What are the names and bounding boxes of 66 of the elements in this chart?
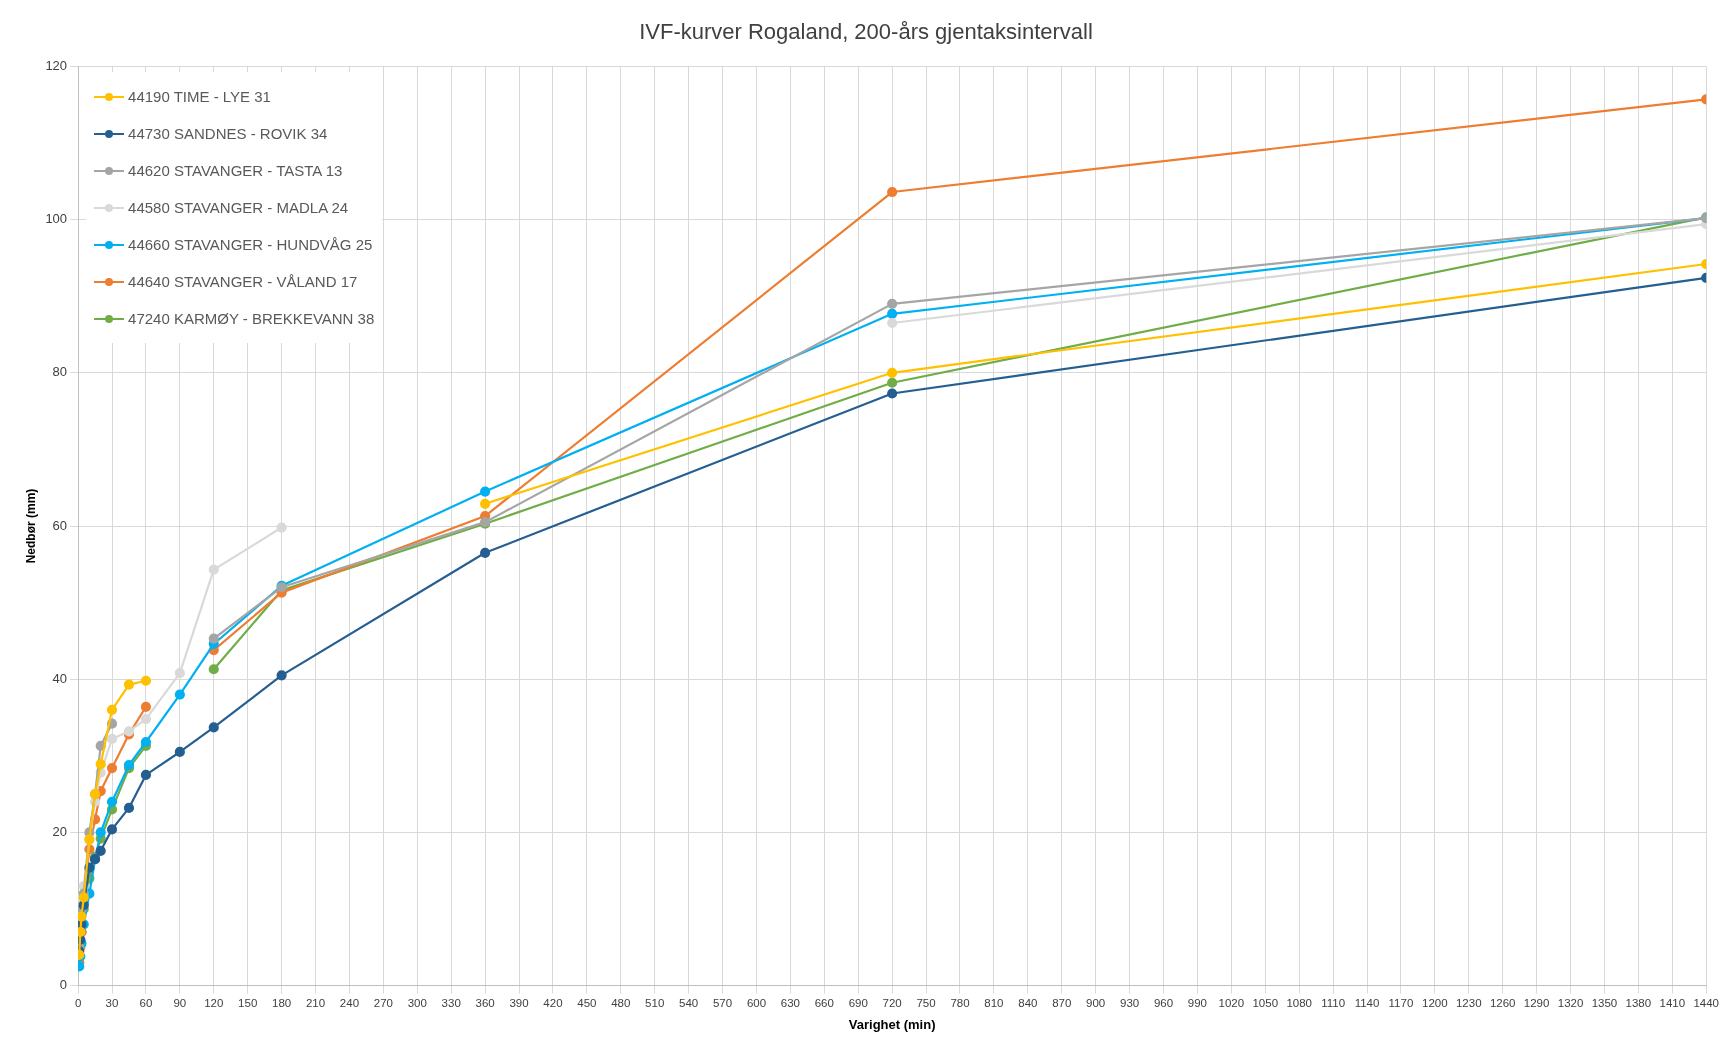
x-tick-label: 390 [509,996,529,1009]
x-tick-label: 1440 [1693,996,1720,1009]
x-tick-label: 690 [848,996,868,1009]
x-tick-label: 750 [916,996,936,1009]
x-tick-label: 1380 [1625,996,1652,1009]
legend-label: 44580 STAVANGER - MADLA 24 [128,199,349,217]
x-tick-label: 1350 [1591,996,1618,1009]
x-tick-label: 1290 [1523,996,1550,1009]
x-tick-label: 210 [305,996,326,1009]
x-tick-label: 360 [475,996,495,1009]
x-tick-label: 810 [984,996,1004,1009]
chart-title: IVF-kurver Rogaland, 200-års gjentaksintervall [639,19,1093,45]
x-tick-label: 510 [645,996,665,1009]
y-tick-label: 120 [45,57,68,73]
x-tick-label: 570 [712,996,733,1009]
x-tick-label: 270 [373,996,393,1009]
x-tick-label: 720 [882,996,902,1009]
x-tick-label: 1200 [1422,996,1448,1009]
x-tick-label: 660 [814,996,834,1009]
y-tick-label: 20 [52,823,68,839]
x-tick-label: 1020 [1218,996,1245,1009]
legend-label: 44660 STAVANGER - HUNDVÅG 25 [128,236,373,254]
x-tick-label: 30 [105,996,119,1009]
x-tick-label: 960 [1153,996,1174,1009]
y-tick-label: 40 [52,670,68,686]
x-tick-label: 930 [1119,996,1140,1009]
x-tick-label: 900 [1086,996,1106,1009]
x-axis-title: Varighet (min) [848,1016,936,1032]
x-tick-label: 1110 [1321,996,1346,1009]
legend-label: 44640 STAVANGER - VÅLAND 17 [128,273,358,291]
x-tick-label: 1410 [1659,996,1686,1009]
y-axis-title: Nedbør (mm) [23,488,38,564]
x-tick-label: 1080 [1286,996,1312,1009]
x-tick-label: 1260 [1489,996,1516,1009]
x-tick-label: 630 [780,996,800,1009]
x-tick-label: 240 [339,996,360,1009]
x-tick-label: 600 [746,996,767,1009]
x-tick-label: 1140 [1354,996,1380,1009]
x-tick-label: 1230 [1455,996,1482,1009]
x-tick-label: 120 [204,996,224,1009]
x-tick-label: 0 [74,996,82,1009]
x-tick-label: 450 [577,996,597,1009]
y-tick-label: 80 [52,364,68,380]
x-tick-label: 90 [173,996,187,1009]
legend-label: 47240 KARMØY - BREKKEVANN 38 [128,310,375,328]
x-tick-label: 1320 [1557,996,1584,1009]
x-tick-label: 480 [611,996,631,1009]
y-tick-label: 60 [52,517,68,533]
x-tick-label: 330 [441,996,461,1009]
x-tick-label: 180 [272,996,292,1009]
x-tick-label: 990 [1187,996,1208,1009]
x-tick-label: 840 [1018,996,1038,1009]
x-tick-label: 1050 [1252,996,1279,1009]
x-tick-label: 60 [139,996,153,1009]
legend-label: 44620 STAVANGER - TASTA 13 [128,162,343,180]
x-tick-label: 150 [238,996,258,1009]
x-tick-label: 870 [1052,996,1072,1009]
x-tick-label: 1170 [1388,996,1414,1009]
legend-label: 44190 TIME - LYE 31 [128,88,271,106]
x-tick-label: 540 [679,996,699,1009]
x-tick-label: 300 [407,996,427,1009]
legend-label: 44730 SANDNES - ROVIK 34 [128,125,328,143]
x-tick-label: 420 [543,996,563,1009]
x-tick-label: 780 [950,996,970,1009]
y-tick-label: 100 [45,211,68,227]
y-tick-label: 0 [59,977,68,993]
